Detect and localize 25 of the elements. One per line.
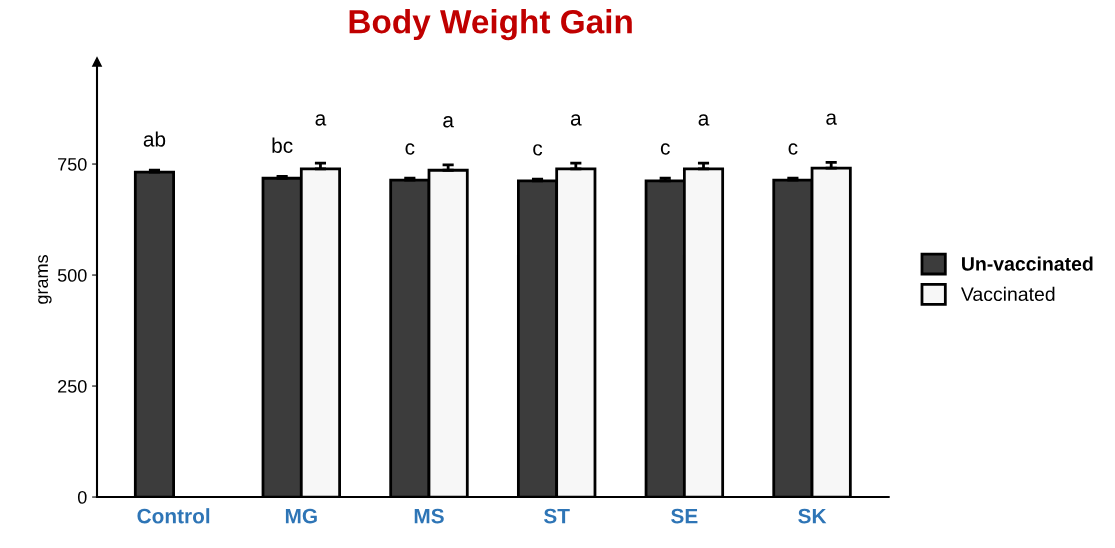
x-tick-label: SE xyxy=(671,508,698,524)
x-tick-label: SK xyxy=(798,508,827,524)
data-label: a xyxy=(443,116,454,128)
y-tick-label: 250 xyxy=(58,379,87,393)
data-label: ab xyxy=(143,131,166,147)
data-label: a xyxy=(570,114,582,126)
x-tick-label: MS xyxy=(414,508,444,524)
y-axis-title: grams xyxy=(38,255,52,304)
data-label: c xyxy=(533,144,543,156)
x-tick-label: Control xyxy=(137,508,210,524)
y-tick-label: 500 xyxy=(57,268,87,282)
data-label: c xyxy=(660,143,670,155)
data-label: c xyxy=(405,143,415,155)
x-tick-label: ST xyxy=(543,508,570,524)
y-tick-label: 0 xyxy=(77,490,87,504)
legend-label: Vaccinated xyxy=(960,286,1055,302)
data-label: c xyxy=(788,143,798,155)
y-tick-label: 750 xyxy=(58,157,87,171)
chart-title: Body Weight Gain xyxy=(349,9,632,41)
data-label: bc xyxy=(272,137,293,153)
data-label: a xyxy=(698,114,710,126)
data-label: a xyxy=(315,114,327,126)
data-label: a xyxy=(826,113,837,125)
legend-label: Un-vaccinated xyxy=(962,256,1093,271)
x-tick-label: MG xyxy=(285,508,317,524)
